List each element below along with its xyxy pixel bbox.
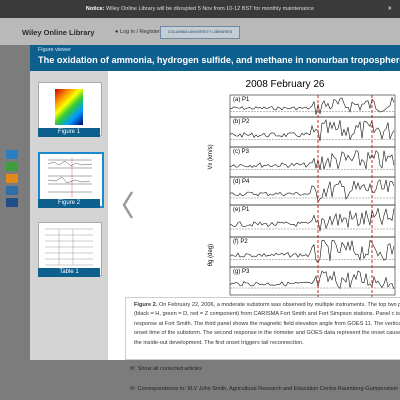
viewer-header (30, 45, 400, 71)
prev-arrow[interactable] (120, 190, 136, 220)
notice-text: Wiley Online Library will be disrupted 5… (106, 6, 315, 12)
notice-bar: Notice: Wiley Online Library will be dis… (0, 0, 400, 18)
panel-label: (d) P4 (233, 179, 250, 185)
icon[interactable] (6, 150, 18, 159)
thumbnail-label[interactable]: Figure 1 (38, 128, 100, 137)
panel-label: (g) P3 (233, 269, 250, 275)
thumbnail-image (47, 158, 93, 198)
logo[interactable]: Wiley Online Library (22, 28, 95, 37)
plot-panel (229, 266, 396, 296)
panel-label: (f) P2 (233, 239, 248, 245)
trace (229, 96, 395, 115)
thumbnail-label[interactable]: Table 1 (38, 268, 100, 277)
figure-title: 2008 February 26 (246, 79, 325, 90)
trace (229, 150, 395, 171)
thumbnail-label[interactable]: Figure 2 (38, 199, 100, 208)
correspondence: ✉ Correspondence to: M.V John Smith, Agr… (130, 386, 400, 392)
panel-label: (a) P1 (233, 97, 250, 103)
corrected-text[interactable]: Show all corrected articles (137, 366, 202, 372)
plot-panel (229, 176, 396, 206)
icon[interactable] (6, 198, 18, 207)
login-text[interactable]: Log in / Register (119, 29, 160, 35)
thumbnail-image (45, 228, 93, 266)
viewer-label: Figure viewer (38, 47, 72, 53)
axis-label: Vx (km/s) (208, 144, 214, 169)
plot-panel (229, 116, 396, 148)
plot-panel (229, 236, 396, 268)
institution-badge: COLUMBIA UNIVERSITY LIBRARIES (160, 26, 240, 39)
panel-label: (b) P2 (233, 119, 250, 125)
panel-label: (c) P3 (233, 149, 250, 155)
correspondence-text: Correspondence to: M.V John Smith, Agric… (137, 386, 400, 392)
login-link[interactable]: ● Log in / Register (115, 29, 160, 35)
close-icon[interactable]: ✕ (387, 6, 392, 12)
thumbnail[interactable] (38, 222, 102, 276)
side-icons (6, 150, 18, 220)
viewer-title: The oxidation of ammonia, hydrogen sulfi… (38, 55, 400, 65)
panel-label: (e) P1 (233, 207, 250, 213)
corrected-link[interactable]: ✉ Show all corrected articles (130, 366, 202, 372)
axis-label: θg (deg) (208, 244, 214, 266)
caption-text: On February 22, 2006, a moderate substor… (134, 302, 400, 346)
icon[interactable] (6, 174, 18, 183)
icon[interactable] (6, 186, 18, 195)
caption: Figure 2. On February 22, 2006, a modera… (125, 297, 400, 360)
trace (229, 208, 395, 232)
trace (229, 239, 395, 264)
trace (229, 119, 395, 142)
figure-image: 2008 February 26 (a) P1 (b) P2 (c) P3 (d) P… (208, 79, 396, 297)
trace (229, 179, 395, 203)
caption-label: Figure 2. (134, 302, 158, 308)
thumbnail-image (55, 89, 83, 125)
trace (229, 270, 395, 290)
icon[interactable] (6, 162, 18, 171)
thumbnail[interactable] (38, 82, 102, 136)
notice-label: Notice: (85, 6, 105, 12)
